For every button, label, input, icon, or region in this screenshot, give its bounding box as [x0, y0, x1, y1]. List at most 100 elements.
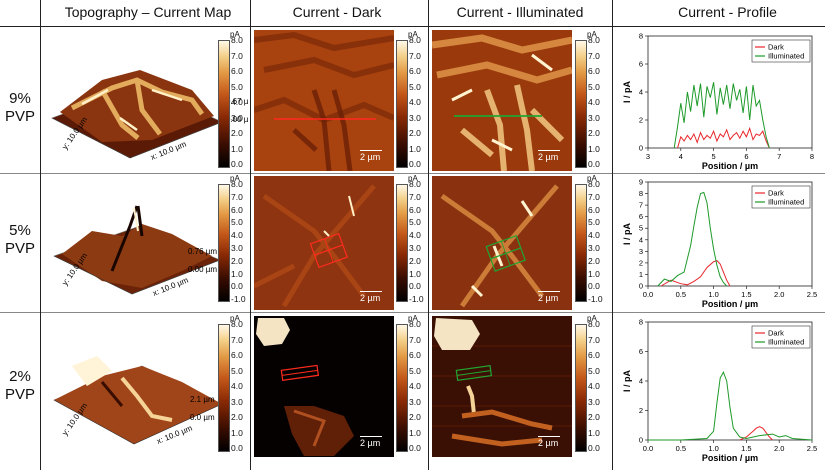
legend-box	[751, 185, 811, 209]
x-tick-label: 5	[712, 152, 716, 161]
y-tick-label: 0	[639, 282, 643, 291]
cb-tick: -1.0	[231, 294, 246, 305]
row-label-pct: 5%	[9, 222, 31, 239]
cb-tick: 0.0	[409, 281, 421, 292]
x-tick-label: 2.0	[774, 444, 784, 453]
cb-tick: 6.0	[409, 66, 421, 76]
x-tick-label: 6	[744, 152, 748, 161]
cb-tick: 8.0	[231, 35, 243, 45]
x-tick-label: 2.5	[807, 290, 817, 299]
cb-tick: 2.0	[409, 128, 421, 138]
row-label-9: 9% PVP	[2, 90, 38, 126]
topo-z-bottom: 0.0 µm	[190, 413, 215, 422]
profile-chart-9pvp: 3 4 5 6 7 8 0 2 4 6 8 Position / µm I / pA DarkIllumi…	[622, 32, 814, 172]
legend-box	[751, 325, 811, 349]
cb-tick: 4.0	[409, 230, 421, 241]
scalebar-label: 2 µm	[538, 293, 559, 303]
cb-tick: 7.0	[588, 50, 600, 61]
topo-z-bottom: 0.00 µm	[226, 115, 248, 124]
x-tick-label: 2.0	[774, 290, 784, 299]
header-divider	[0, 26, 825, 27]
col-divider-3	[428, 0, 429, 470]
row-label-unit: PVP	[4, 386, 35, 403]
scalebar-label: 2 µm	[360, 293, 381, 303]
cb-tick: 8.0	[409, 319, 421, 329]
header-current-profile: Current - Profile	[678, 4, 777, 20]
cb-tick: 1.0	[231, 143, 243, 154]
current-map-illuminated-5pvp	[432, 176, 572, 310]
x-axis-label: Position / µm	[702, 299, 758, 309]
cb-tick: 6.0	[231, 350, 243, 360]
series-line-dark	[660, 260, 731, 287]
cb-tick: 5.0	[231, 81, 243, 92]
cb-tick: 4.0	[231, 97, 243, 107]
series-line-dark	[739, 426, 773, 441]
cb-tick: 3.0	[409, 243, 421, 253]
cb-tick: 2.0	[409, 412, 421, 422]
cb-tick: 6.0	[588, 204, 600, 215]
x-tick-label: 1.0	[708, 290, 718, 299]
y-tick-label: 0	[639, 144, 643, 153]
cb-tick: 1.0	[409, 427, 421, 438]
cb-tick: 3.0	[231, 243, 243, 253]
y-tick-label: 4	[639, 235, 643, 244]
colorbar-dark-9pvp	[396, 40, 408, 168]
series-line-dark	[677, 126, 770, 149]
cb-tick: 3.0	[588, 243, 600, 253]
colorbar-illuminated-2pvp	[575, 324, 587, 452]
x-tick-label: 0.0	[643, 290, 653, 299]
cb-tick: 8.0	[588, 35, 600, 45]
y-tick-label: 6	[639, 60, 643, 69]
legend-label: Dark	[768, 189, 784, 198]
legend-label: Dark	[768, 329, 784, 338]
cb-tick: 4.0	[409, 381, 421, 391]
cb-tick: 0.0	[588, 443, 600, 453]
cb-tick: 8.0	[231, 319, 243, 329]
profile-chart-2pvp: 0.0 0.5 1.0 1.5 2.0 2.5 0 2 4 6 8 Position / µm I / …	[622, 318, 817, 464]
row-divider-2	[0, 312, 825, 313]
cb-tick: 8.0	[409, 35, 421, 45]
x-tick-label: 3	[646, 152, 650, 161]
legend-label: Dark	[768, 43, 784, 52]
cb-tick: 7.0	[588, 334, 600, 345]
cb-tick: 5.0	[409, 81, 421, 92]
x-tick-label: 1.5	[741, 290, 751, 299]
legend-label: Illuminated	[768, 198, 804, 207]
cb-tick: 4.0	[409, 97, 421, 107]
cb-tick: 5.0	[409, 217, 421, 228]
cb-tick: 5.0	[588, 365, 600, 376]
cb-tick: 4.0	[588, 381, 600, 391]
colorbar-topography-9pvp	[218, 40, 230, 168]
colorbar-topography-5pvp	[218, 184, 230, 302]
x-tick-label: 1.0	[708, 444, 718, 453]
cb-tick: 8.0	[409, 179, 421, 189]
scalebar-label: 2 µm	[538, 152, 559, 162]
cb-tick: 5.0	[588, 81, 600, 92]
colorbar-topography-2pvp	[218, 324, 230, 452]
cb-tick: 5.0	[588, 217, 600, 228]
cb-tick: 0.0	[588, 159, 600, 169]
cb-tick: 0.0	[231, 443, 243, 453]
colorbar-illuminated-9pvp	[575, 40, 587, 168]
cb-tick: 7.0	[409, 191, 421, 202]
row-label-unit: PVP	[4, 108, 35, 125]
colorbar-illuminated-5pvp	[575, 184, 587, 302]
cb-tick: 6.0	[409, 204, 421, 215]
cb-tick: 2.0	[588, 128, 600, 138]
current-map-illuminated-2pvp	[432, 316, 572, 457]
cb-tick: 7.0	[409, 50, 421, 61]
x-axis-label: Position / µm	[702, 453, 758, 463]
header-current-dark: Current - Dark	[292, 4, 382, 20]
cb-tick: -1.0	[588, 294, 603, 305]
cb-tick: 3.0	[409, 112, 421, 123]
cb-tick: 6.0	[231, 66, 243, 76]
cb-tick: 1.0	[588, 427, 600, 438]
cb-tick: 1.0	[588, 143, 600, 154]
cb-tick: 3.0	[231, 396, 243, 407]
row-label-5: 5% PVP	[2, 222, 38, 258]
x-tick-label: 0.5	[676, 444, 686, 453]
y-tick-label: 9	[639, 178, 643, 187]
cb-tick: 8.0	[588, 179, 600, 189]
x-tick-label: 1.5	[741, 444, 751, 453]
header-topography: Topography – Current Map	[64, 4, 232, 20]
